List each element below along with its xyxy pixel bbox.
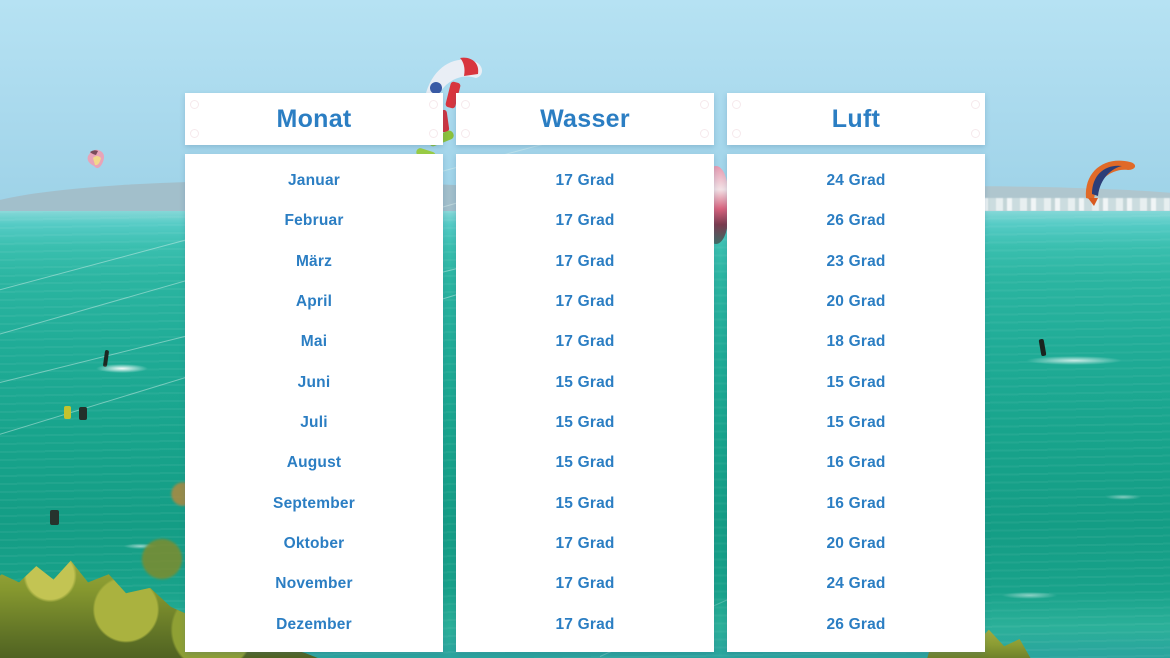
table-cell: Februar xyxy=(284,212,344,230)
table-cell: 17 Grad xyxy=(555,615,615,633)
table-cell: 16 Grad xyxy=(826,494,886,512)
table-cell: 17 Grad xyxy=(555,172,615,190)
table-cell: 16 Grad xyxy=(826,454,886,472)
table-cell: 20 Grad xyxy=(826,293,886,311)
column-header-luft: Luft xyxy=(727,93,985,145)
table-cell: Mai xyxy=(300,333,328,351)
selection-handle-artifact xyxy=(429,100,438,109)
table-cell: 26 Grad xyxy=(826,212,886,230)
kite-icon xyxy=(1085,160,1136,206)
table-cell: 15 Grad xyxy=(555,414,615,432)
selection-handle-artifact xyxy=(971,100,980,109)
column-header-monat: Monat xyxy=(185,93,443,145)
table-cell: November xyxy=(275,575,353,593)
selection-handle-artifact xyxy=(732,100,741,109)
selection-handle-artifact xyxy=(190,129,199,138)
table-cell: 18 Grad xyxy=(826,333,886,351)
table-cell: 23 Grad xyxy=(826,252,886,270)
table-cell: Oktober xyxy=(283,535,345,553)
selection-handle-artifact xyxy=(700,129,709,138)
table-cell: 15 Grad xyxy=(826,373,886,391)
table-cell: Januar xyxy=(287,172,341,190)
table-cell: Juni xyxy=(297,373,331,391)
table-cell: 15 Grad xyxy=(555,454,615,472)
table-cell: Dezember xyxy=(276,615,352,633)
table-cell: 20 Grad xyxy=(826,535,886,553)
table-cell: 17 Grad xyxy=(555,333,615,351)
table-cell: 15 Grad xyxy=(555,373,615,391)
table-cell: 15 Grad xyxy=(826,414,886,432)
selection-handle-artifact xyxy=(700,100,709,109)
column-body-monat: Januar Februar März April Mai Juni Juli August S… xyxy=(185,154,443,652)
column-header-label: Monat xyxy=(276,104,352,133)
table-cell: 17 Grad xyxy=(555,293,615,311)
table-cell: 24 Grad xyxy=(826,575,886,593)
table-column-wasser: Wasser 17 Grad 17 Grad 17 Grad 17 Grad 17 Gr… xyxy=(456,93,714,652)
selection-handle-artifact xyxy=(971,129,980,138)
table-cell: 15 Grad xyxy=(555,494,615,512)
table-cell: 17 Grad xyxy=(555,575,615,593)
table-cell: 17 Grad xyxy=(555,212,615,230)
column-body-wasser: 17 Grad 17 Grad 17 Grad 17 Grad 17 Grad 15 Gr… xyxy=(456,154,714,652)
column-header-label: Wasser xyxy=(540,104,630,133)
selection-handle-artifact xyxy=(461,129,470,138)
table-cell: 17 Grad xyxy=(555,535,615,553)
table-cell: 26 Grad xyxy=(826,615,886,633)
climate-table: Monat Januar Februar März April Mai Juni Juli A… xyxy=(185,93,985,652)
selection-handle-artifact xyxy=(461,100,470,109)
water-spray xyxy=(1026,356,1122,365)
selection-handle-artifact xyxy=(732,129,741,138)
table-cell: August xyxy=(286,454,342,472)
wader-figure xyxy=(79,407,87,420)
selection-handle-artifact xyxy=(190,100,199,109)
table-cell: 17 Grad xyxy=(555,252,615,270)
selection-handle-artifact xyxy=(429,129,438,138)
column-header-wasser: Wasser xyxy=(456,93,714,145)
table-cell: Juli xyxy=(300,414,328,432)
table-column-monat: Monat Januar Februar März April Mai Juni Juli A… xyxy=(185,93,443,652)
column-body-luft: 24 Grad 26 Grad 23 Grad 20 Grad 18 Grad 15 Gr… xyxy=(727,154,985,652)
kite-icon xyxy=(87,149,104,169)
table-cell: März xyxy=(295,252,333,270)
column-header-label: Luft xyxy=(831,104,881,133)
water-spray xyxy=(96,364,148,373)
table-cell: September xyxy=(273,494,355,512)
table-cell: 24 Grad xyxy=(826,172,886,190)
kitesurfer-figure xyxy=(50,510,59,525)
table-cell: April xyxy=(295,293,333,311)
table-column-luft: Luft 24 Grad 26 Grad 23 Grad 20 Grad 18 Grad… xyxy=(727,93,985,652)
wader-figure xyxy=(64,406,71,419)
